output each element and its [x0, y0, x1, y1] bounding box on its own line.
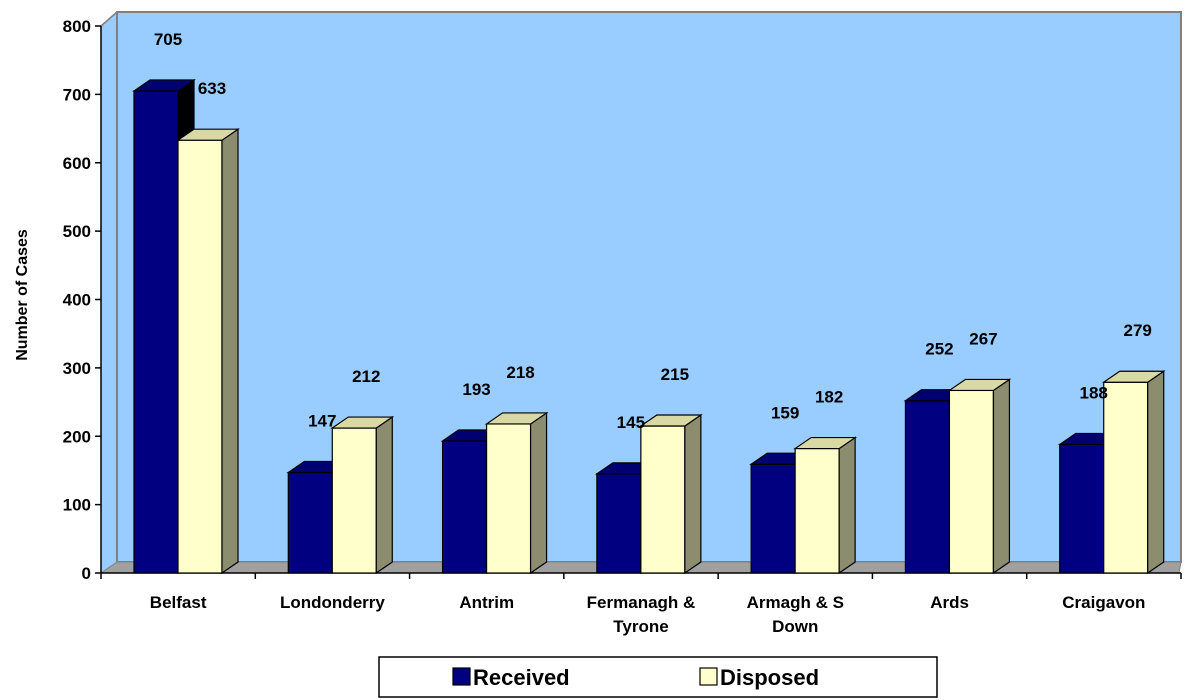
data-label: 188	[1080, 383, 1108, 402]
x-tick-label: Armagh & S Down	[747, 593, 844, 636]
legend-label: Disposed	[720, 665, 819, 690]
data-label: 705	[154, 30, 182, 49]
legend-swatch	[699, 667, 718, 686]
data-label: 267	[969, 329, 997, 348]
y-tick-label: 800	[63, 17, 91, 36]
y-axis-label: Number of Cases	[14, 229, 31, 361]
x-tick-label: Fermanagh & Tyrone	[587, 593, 696, 636]
plot-edge-line	[100, 11, 118, 27]
data-label: 212	[352, 367, 380, 386]
legend-item: Received	[452, 665, 570, 690]
data-label: 215	[661, 365, 689, 384]
bar-disposed	[176, 128, 240, 575]
data-label: 193	[462, 380, 490, 399]
legend-item: Disposed	[699, 665, 819, 690]
x-tick-label: Antrim	[459, 593, 514, 612]
y-tick-label: 400	[63, 291, 91, 310]
x-tick-label: Ards	[930, 593, 969, 612]
bar-disposed	[947, 378, 1012, 575]
data-label: 252	[925, 340, 953, 359]
y-tick-label: 600	[63, 154, 91, 173]
value-labels: 705 633 147 212 193 218 145 215 159 182 252 267 188 2…	[154, 30, 1152, 432]
x-axis: Belfast Londonderry Antrim Fermanagh & Tyron…	[100, 572, 1182, 636]
y-tick-label: 500	[63, 222, 91, 241]
y-tick-label: 300	[63, 359, 91, 378]
y-tick-label: 200	[63, 427, 91, 446]
data-label: 279	[1124, 321, 1152, 340]
y-axis: 0 100 200 300 400 500 600 700 800	[63, 17, 102, 583]
y-tick-label: 0	[82, 564, 91, 583]
bar-disposed	[793, 436, 858, 575]
data-label: 159	[771, 403, 799, 422]
data-label: 218	[506, 363, 534, 382]
data-label: 147	[308, 411, 336, 430]
legend-swatch	[452, 667, 471, 686]
y-tick-label: 100	[63, 496, 91, 515]
bar-disposed	[330, 415, 395, 575]
bar-disposed	[484, 411, 549, 575]
x-tick-label: Belfast	[150, 593, 207, 612]
x-tick-label: Craigavon	[1062, 593, 1145, 612]
data-label: 182	[815, 388, 843, 407]
legend-box	[378, 656, 938, 698]
x-tick-label: Londonderry	[280, 593, 385, 612]
legend: Received Disposed	[378, 656, 938, 698]
data-label: 633	[198, 79, 226, 98]
bar-disposed	[1101, 370, 1166, 575]
data-label: 145	[617, 413, 645, 432]
bars	[132, 78, 1166, 575]
y-tick-label: 700	[63, 85, 91, 104]
bar-disposed	[638, 413, 703, 575]
legend-label: Received	[473, 665, 570, 690]
